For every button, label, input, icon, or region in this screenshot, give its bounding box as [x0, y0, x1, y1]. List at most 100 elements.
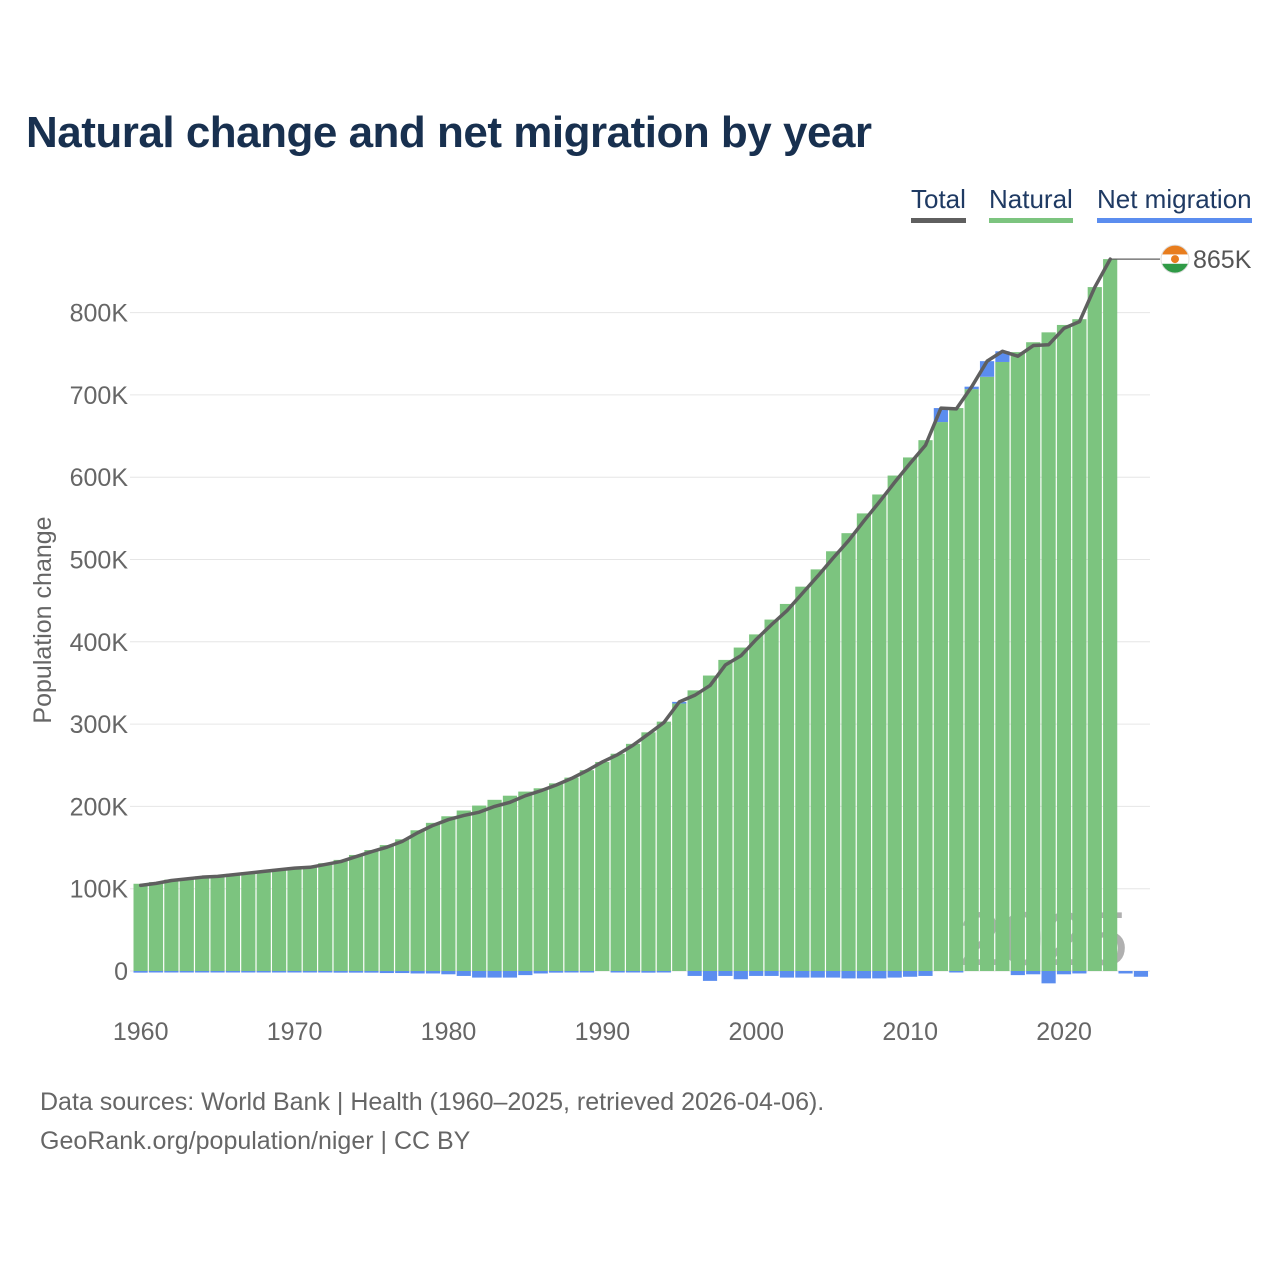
y-tick-label: 300K	[70, 711, 129, 739]
migration-bar	[1041, 971, 1056, 984]
natural-bar	[364, 850, 379, 971]
end-value-label: 865K	[1193, 246, 1252, 274]
y-axis-title: Population change	[29, 516, 57, 723]
natural-bar	[195, 876, 210, 971]
migration-bar	[472, 971, 487, 978]
natural-bar	[164, 879, 179, 971]
migration-bar	[179, 971, 194, 973]
migration-bar	[656, 971, 671, 973]
legend-net-migration-label: Net migration	[1097, 184, 1252, 214]
migration-bar	[195, 971, 210, 973]
migration-bar	[410, 971, 425, 974]
natural-bar	[210, 875, 225, 971]
natural-bar	[841, 533, 856, 971]
y-tick-label: 600K	[70, 464, 129, 492]
natural-bar	[441, 816, 456, 971]
migration-bar	[1118, 971, 1133, 974]
migration-bar	[610, 971, 625, 973]
natural-bar	[903, 457, 918, 971]
natural-bar	[502, 795, 518, 971]
natural-bar	[225, 873, 241, 971]
legend-total[interactable]: Total	[911, 184, 966, 223]
migration-bar	[856, 971, 872, 979]
natural-bar	[949, 408, 964, 971]
natural-bar	[348, 854, 364, 971]
legend-net-migration-swatch	[1097, 218, 1252, 223]
migration-bar	[887, 971, 902, 978]
natural-bar	[625, 743, 641, 971]
natural-bar	[595, 761, 610, 971]
migration-bar	[1026, 971, 1041, 975]
y-tick-label: 400K	[70, 629, 129, 657]
natural-bar	[718, 659, 733, 971]
natural-bar	[1103, 259, 1118, 972]
migration-bar	[456, 971, 471, 976]
natural-bar	[318, 863, 333, 971]
natural-bar	[1056, 324, 1072, 971]
natural-bar	[472, 805, 487, 971]
x-tick-label: 2010	[882, 1018, 938, 1046]
migration-bar	[318, 971, 333, 973]
x-tick-label: 1970	[267, 1018, 323, 1046]
migration-bar	[949, 971, 964, 973]
natural-bar	[933, 422, 948, 972]
x-tick-label: 1990	[575, 1018, 631, 1046]
natural-bar	[241, 872, 256, 971]
migration-bar	[241, 971, 256, 973]
migration-bar	[779, 971, 795, 978]
natural-bar	[1087, 287, 1102, 971]
natural-bar	[518, 791, 533, 971]
migration-bar	[379, 971, 394, 974]
natural-bar	[1010, 352, 1025, 971]
migration-bar	[256, 971, 271, 973]
natural-bar	[425, 822, 441, 971]
natural-bar	[918, 440, 933, 971]
migration-bar	[625, 971, 641, 973]
y-tick-label: 200K	[70, 793, 129, 821]
migration-bar	[225, 971, 241, 973]
migration-bar	[164, 971, 179, 973]
migration-bar	[549, 971, 564, 973]
natural-bar	[887, 475, 902, 971]
attribution-link[interactable]: GeoRank.org/population/niger | CC BY	[40, 1127, 471, 1155]
natural-bar	[487, 799, 502, 971]
migration-bar	[518, 971, 533, 976]
migration-bar	[918, 971, 933, 976]
natural-bar	[672, 703, 687, 971]
migration-bar	[641, 971, 656, 973]
natural-bar	[579, 770, 594, 971]
natural-bar	[379, 845, 394, 971]
natural-bar	[456, 810, 471, 971]
x-tick-label: 2000	[728, 1018, 784, 1046]
natural-bar	[764, 619, 779, 971]
x-tick-label: 1980	[421, 1018, 477, 1046]
migration-bar	[395, 971, 410, 974]
natural-bar	[687, 690, 702, 971]
natural-bar	[256, 870, 271, 971]
legend-net-migration[interactable]: Net migration	[1097, 184, 1252, 223]
natural-bar	[133, 883, 148, 971]
natural-bar	[272, 868, 287, 971]
natural-bar	[302, 866, 317, 971]
natural-bar	[856, 513, 872, 971]
natural-bar	[872, 494, 887, 971]
natural-bar	[795, 586, 810, 971]
migration-bar	[795, 971, 810, 978]
migration-bar	[749, 971, 764, 976]
natural-bar	[702, 675, 718, 971]
legend-natural-label: Natural	[989, 184, 1073, 214]
migration-bar	[364, 971, 379, 973]
migration-bar	[579, 971, 594, 973]
natural-bar	[995, 361, 1010, 972]
flag-border	[1160, 244, 1190, 274]
natural-bar	[826, 551, 841, 971]
legend-natural[interactable]: Natural	[989, 184, 1073, 223]
migration-bar	[841, 971, 856, 979]
niger-flag-icon	[1161, 245, 1189, 274]
migration-bar	[826, 971, 841, 978]
natural-bar	[287, 867, 302, 971]
migration-bar	[733, 971, 748, 980]
migration-bar	[718, 971, 733, 976]
migration-bar	[810, 971, 825, 978]
natural-bar	[733, 647, 748, 971]
